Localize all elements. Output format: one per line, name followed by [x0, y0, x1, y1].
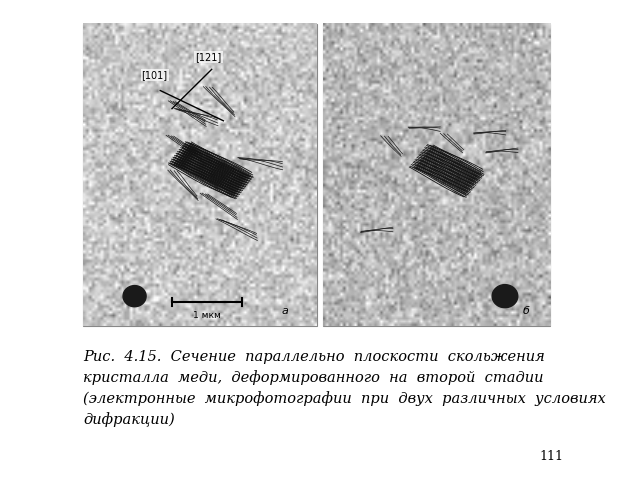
Text: [101]: [101] [141, 71, 168, 81]
Text: б: б [523, 306, 530, 316]
Text: а: а [282, 306, 289, 316]
Polygon shape [492, 285, 518, 308]
Text: 111: 111 [540, 450, 563, 463]
Text: 1 мкм: 1 мкм [193, 311, 221, 320]
FancyBboxPatch shape [83, 24, 317, 326]
Polygon shape [123, 286, 146, 307]
Text: Рис.  4.15.  Сечение  параллельно  плоскости  скольжения
кристалла  меди,  дефор: Рис. 4.15. Сечение параллельно плоскости… [83, 350, 606, 427]
FancyBboxPatch shape [323, 24, 550, 326]
Text: [121]: [121] [195, 52, 221, 62]
